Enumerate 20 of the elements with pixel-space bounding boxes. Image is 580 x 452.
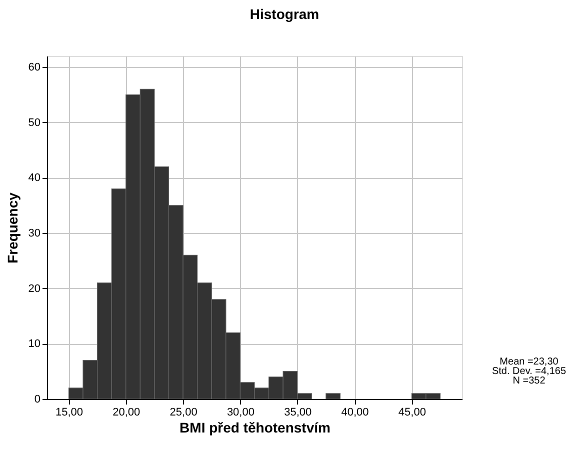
text: Mean =23,30 bbox=[500, 356, 559, 368]
y-axis-title: Frequency bbox=[4, 192, 20, 264]
y-tick-label: 40 bbox=[28, 172, 40, 184]
chart-title: Histogram bbox=[250, 6, 320, 22]
x-axis-title: BMI před těhotenstvím bbox=[180, 420, 330, 436]
x-tick-label: 25,00 bbox=[170, 406, 198, 418]
y-tick-label: 60 bbox=[28, 62, 40, 74]
y-tick-label: 10 bbox=[28, 338, 40, 350]
text: N =352 bbox=[512, 375, 546, 386]
x-tick-label: 30,00 bbox=[226, 406, 254, 418]
x-tick-label: 35,00 bbox=[284, 406, 312, 418]
x-tick-label: 15,00 bbox=[55, 406, 83, 418]
y-tick-label: 30 bbox=[28, 228, 40, 240]
y-tick-label: 20 bbox=[28, 282, 40, 295]
text: Std. Dev. =4,165 bbox=[492, 366, 566, 377]
x-tick-label: 20,00 bbox=[112, 406, 140, 418]
x-tick-label: 40,00 bbox=[341, 406, 369, 418]
x-tick-label: 45,00 bbox=[398, 406, 426, 418]
y-tick-label: 0 bbox=[34, 394, 40, 406]
y-tick-label: 50 bbox=[28, 116, 40, 129]
